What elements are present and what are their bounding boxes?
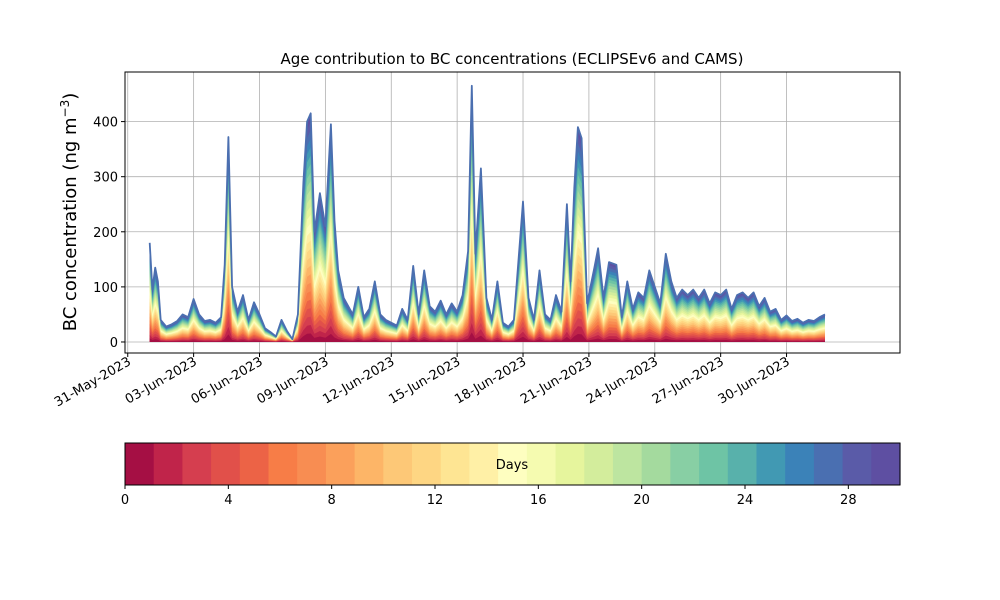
colorbar-swatch xyxy=(498,443,528,485)
colorbar-swatch xyxy=(469,443,499,485)
y-tick-label: 300 xyxy=(93,171,118,186)
x-tick-label: 27-Jun-2023 xyxy=(650,354,727,407)
colorbar-swatch xyxy=(526,443,557,485)
colorbar-tick-label: 12 xyxy=(427,493,444,508)
colorbar-swatch xyxy=(641,443,671,485)
x-tick-label: 31-May-2023 xyxy=(52,354,134,410)
colorbar-ticks: 0 4 8 12 16 20 24 28 xyxy=(121,485,857,508)
colorbar-swatch xyxy=(813,443,844,485)
total-concentration-line xyxy=(148,84,826,341)
colorbar-frame xyxy=(124,442,901,486)
colorbar-swatch xyxy=(153,443,183,485)
colorbar-swatch xyxy=(785,443,815,485)
colorbar-tick-label: 20 xyxy=(633,493,650,508)
colorbar-swatch xyxy=(383,443,413,485)
colorbar-swatch xyxy=(211,443,241,485)
colorbar-tick-label: 28 xyxy=(840,493,857,508)
colorbar-swatch xyxy=(125,443,155,485)
x-tick-label: 30-Jun-2023 xyxy=(716,354,793,407)
colorbar-swatch xyxy=(239,443,270,485)
age-band-area xyxy=(149,332,825,342)
colorbar-tick-label: 24 xyxy=(737,493,754,508)
colorbar-tick-label: 4 xyxy=(224,493,232,508)
colorbar-label: Days xyxy=(496,458,529,473)
x-tick-label: 18-Jun-2023 xyxy=(452,354,529,407)
y-tick-label: 100 xyxy=(93,281,118,296)
colorbar-swatch xyxy=(871,443,901,485)
y-axis-label-exponent: −3 xyxy=(58,100,72,118)
y-axis-ticks: 0 100 200 300 400 xyxy=(93,116,125,351)
colorbar-swatch xyxy=(354,443,384,485)
colorbar-swatch xyxy=(297,443,327,485)
colorbar-tick-label: 8 xyxy=(328,493,336,508)
x-tick-label: 24-Jun-2023 xyxy=(584,354,661,407)
x-axis-ticks: 31-May-202303-Jun-202306-Jun-202309-Jun-… xyxy=(52,353,793,410)
plot-frame xyxy=(124,71,901,354)
stacked-age-areas xyxy=(149,85,825,343)
x-tick-label: 03-Jun-2023 xyxy=(123,354,200,407)
colorbar-swatch xyxy=(412,443,442,485)
x-tick-label: 12-Jun-2023 xyxy=(320,354,397,407)
colorbar-tick-label: 16 xyxy=(530,493,547,508)
colorbar-swatch xyxy=(325,443,356,485)
y-axis-label-close: ) xyxy=(60,93,81,100)
total-series-line xyxy=(148,84,826,341)
colorbar xyxy=(125,443,901,485)
colorbar-swatch xyxy=(584,443,614,485)
y-tick-label: 400 xyxy=(93,116,118,131)
chart-title: Age contribution to BC concentrations (E… xyxy=(281,50,744,68)
colorbar-swatch xyxy=(268,443,298,485)
colorbar-swatch xyxy=(727,443,758,485)
colorbar-swatch xyxy=(756,443,786,485)
colorbar-swatch xyxy=(612,443,643,485)
x-tick-label: 15-Jun-2023 xyxy=(386,354,463,407)
colorbar-swatch xyxy=(670,443,700,485)
colorbar-swatch xyxy=(555,443,585,485)
colorbar-swatch xyxy=(699,443,729,485)
x-tick-label: 09-Jun-2023 xyxy=(255,354,332,407)
x-tick-label: 06-Jun-2023 xyxy=(189,354,266,407)
colorbar-tick-label: 0 xyxy=(121,493,129,508)
colorbar-swatch xyxy=(440,443,471,485)
y-tick-label: 200 xyxy=(93,226,118,241)
x-tick-label: 21-Jun-2023 xyxy=(518,354,595,407)
y-tick-label: 0 xyxy=(110,336,118,351)
y-axis-label: BC concentration (ng m−3) xyxy=(58,93,81,332)
colorbar-swatch xyxy=(842,443,872,485)
colorbar-swatch xyxy=(182,443,212,485)
y-axis-label-main: BC concentration (ng m xyxy=(60,117,81,331)
